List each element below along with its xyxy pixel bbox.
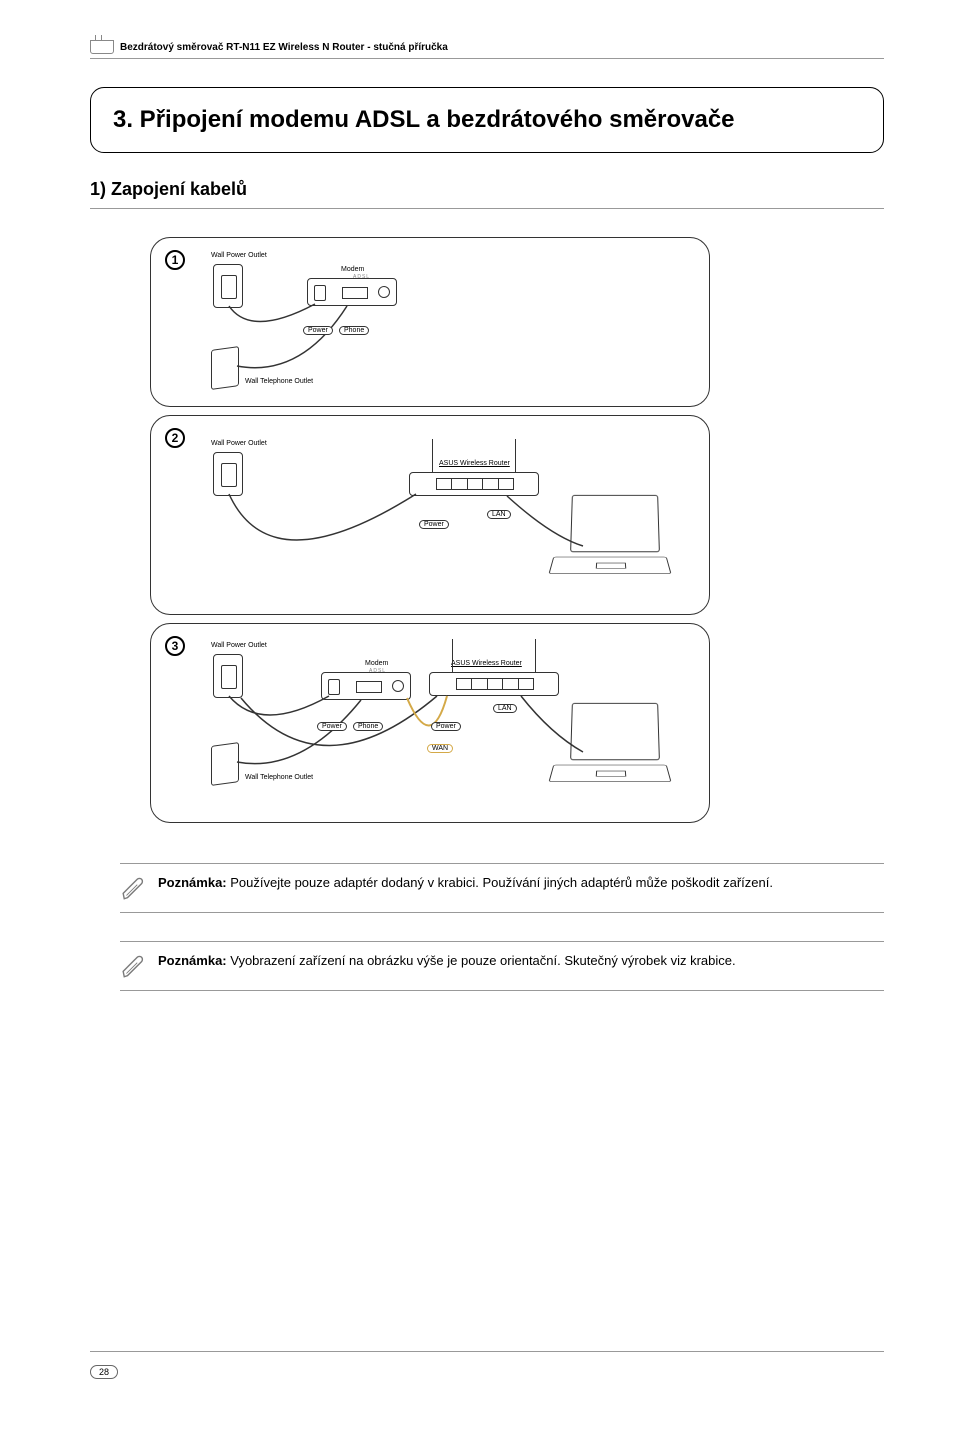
note-body: Vyobrazení zařízení na obrázku výše je p… — [227, 953, 736, 968]
modem-device — [321, 672, 411, 700]
label-power-cable: Power — [419, 520, 449, 529]
label-lan-cable: LAN — [493, 704, 517, 713]
label-modem: Modem — [365, 660, 388, 667]
wall-power-outlet — [213, 452, 243, 496]
label-power-cable: Power — [431, 722, 461, 731]
page-number: 28 — [90, 1365, 118, 1379]
section-title: 3. Připojení modemu ADSL a bezdrátového … — [113, 106, 861, 134]
diagram-panel-2: 2 Wall Power Outlet ASUS Wireless Router… — [150, 415, 710, 615]
section-heading-box: 3. Připojení modemu ADSL a bezdrátového … — [90, 87, 884, 153]
note-label: Poznámka: — [158, 875, 227, 890]
panel-number: 1 — [165, 250, 185, 270]
diagram-area: 1 Wall Power Outlet Modem ADSL Wall Tele… — [150, 237, 710, 823]
modem-device — [307, 278, 397, 306]
wall-telephone-outlet — [211, 346, 239, 390]
router-icon — [90, 40, 114, 54]
page-header: Bezdrátový směrovač RT-N11 EZ Wireless N… — [90, 40, 884, 59]
subsection-title: 1) Zapojení kabelů — [90, 179, 884, 209]
note-label: Poznámka: — [158, 953, 227, 968]
antenna-icon — [535, 639, 536, 673]
note-body: Používejte pouze adaptér dodaný v krabic… — [227, 875, 773, 890]
router-ports — [436, 478, 514, 490]
router-device — [429, 672, 559, 696]
laptop-device — [551, 494, 671, 584]
label-modem: Modem — [341, 266, 364, 273]
note-2: Poznámka: Vyobrazení zařízení na obrázku… — [120, 941, 884, 991]
label-lan-cable: LAN — [487, 510, 511, 519]
label-wall-tel: Wall Telephone Outlet — [245, 378, 313, 385]
antenna-icon — [452, 639, 453, 673]
label-wall-power: Wall Power Outlet — [211, 642, 267, 649]
modem-port — [342, 287, 368, 299]
label-power-cable: Power — [303, 326, 333, 335]
antenna-icon — [515, 439, 516, 473]
page-footer: 28 — [90, 1351, 884, 1380]
wall-telephone-outlet — [211, 742, 239, 786]
label-router: ASUS Wireless Router — [451, 660, 522, 667]
label-power-cable: Power — [317, 722, 347, 731]
label-wall-tel: Wall Telephone Outlet — [245, 774, 313, 781]
pencil-icon — [120, 954, 148, 980]
label-adsl: ADSL — [353, 274, 370, 280]
modem-port — [356, 681, 382, 693]
pencil-icon — [120, 876, 148, 902]
label-router: ASUS Wireless Router — [439, 460, 510, 467]
label-phone-cable: Phone — [353, 722, 383, 731]
antenna-icon — [432, 439, 433, 473]
label-wan-cable: WAN — [427, 744, 453, 753]
router-device — [409, 472, 539, 496]
panel-number: 2 — [165, 428, 185, 448]
label-wall-power: Wall Power Outlet — [211, 440, 267, 447]
diagram-panel-3: 3 Wall Power Outlet Modem ADSL ASUS Wire… — [150, 623, 710, 823]
laptop-device — [551, 702, 671, 792]
diagram-panel-1: 1 Wall Power Outlet Modem ADSL Wall Tele… — [150, 237, 710, 407]
label-phone-cable: Phone — [339, 326, 369, 335]
panel-number: 3 — [165, 636, 185, 656]
wall-power-outlet — [213, 654, 243, 698]
router-ports — [456, 678, 534, 690]
label-adsl: ADSL — [369, 668, 386, 674]
header-text: Bezdrátový směrovač RT-N11 EZ Wireless N… — [120, 42, 448, 53]
note-text: Poznámka: Používejte pouze adaptér dodan… — [158, 874, 773, 893]
label-wall-power: Wall Power Outlet — [211, 252, 267, 259]
note-text: Poznámka: Vyobrazení zařízení na obrázku… — [158, 952, 736, 971]
wall-power-outlet — [213, 264, 243, 308]
note-1: Poznámka: Používejte pouze adaptér dodan… — [120, 863, 884, 913]
